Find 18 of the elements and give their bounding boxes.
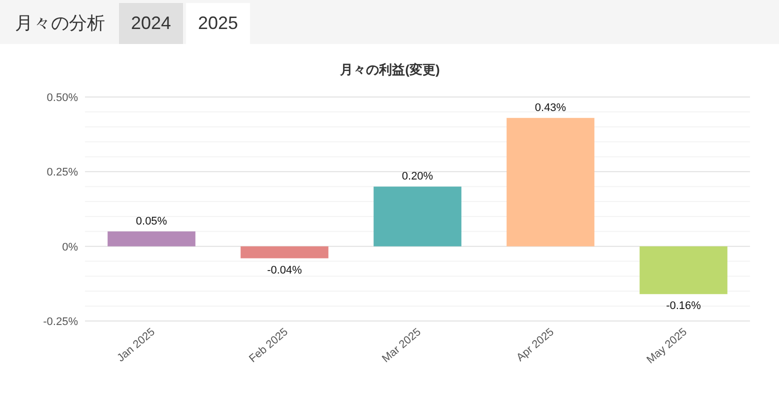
y-tick-label: 0.50%	[46, 92, 78, 104]
y-tick-label: 0%	[62, 241, 78, 254]
y-tick-label: 0.25%	[46, 166, 78, 179]
bar	[374, 186, 462, 246]
data-label: 0.05%	[136, 215, 168, 228]
text: 2024	[130, 13, 172, 33]
bar	[506, 118, 594, 246]
bar	[640, 246, 728, 294]
bar	[240, 246, 328, 258]
text: 2025	[198, 13, 238, 33]
bar	[108, 231, 196, 246]
data-label: 0.43%	[534, 102, 566, 114]
data-label: -0.16%	[666, 300, 702, 312]
data-label: -0.04%	[267, 264, 302, 276]
data-label: 0.20%	[402, 170, 434, 183]
chart-title: 月々の利益(変更)	[339, 62, 440, 77]
text: 月々の分析	[15, 13, 105, 33]
y-tick-label: -0.25%	[43, 316, 78, 328]
